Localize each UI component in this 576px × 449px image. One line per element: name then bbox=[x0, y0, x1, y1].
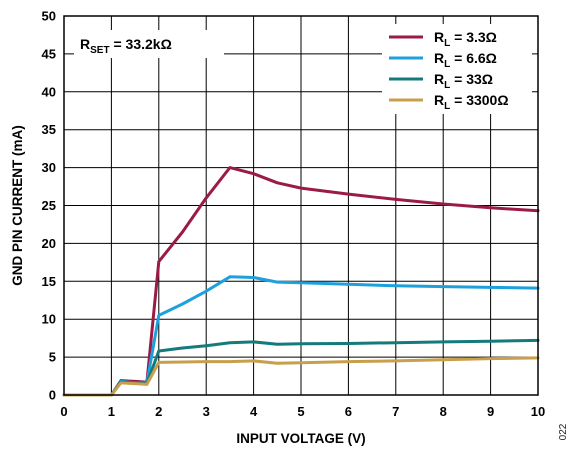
series-line-4 bbox=[62, 356, 540, 397]
legend-label-rest: = 6.6Ω bbox=[450, 50, 497, 66]
x-tick-label: 7 bbox=[392, 404, 399, 419]
y-tick-label: 10 bbox=[42, 312, 56, 327]
x-tick-label: 8 bbox=[440, 404, 447, 419]
y-tick-label: 5 bbox=[49, 350, 56, 365]
y-axis-ticks: 0 5 10 15 20 25 30 35 40 45 50 bbox=[42, 9, 56, 403]
legend-label-rest: = 3.3Ω bbox=[450, 29, 497, 45]
x-tick-label: 4 bbox=[250, 404, 258, 419]
legend-label-main: R bbox=[434, 92, 444, 108]
x-tick-label: 0 bbox=[60, 404, 67, 419]
x-tick-label: 9 bbox=[487, 404, 494, 419]
y-axis-title: GND PIN CURRENT (mA) bbox=[10, 125, 25, 286]
annotation-main: R bbox=[80, 36, 90, 52]
series-lines bbox=[62, 166, 540, 397]
legend-label-rest: = 33Ω bbox=[450, 71, 493, 87]
annotation-subscript: SET bbox=[90, 45, 109, 56]
x-tick-label: 5 bbox=[297, 404, 304, 419]
x-axis-title: INPUT VOLTAGE (V) bbox=[236, 431, 365, 446]
y-tick-label: 30 bbox=[42, 160, 56, 175]
y-tick-label: 45 bbox=[42, 46, 56, 61]
legend-label-main: R bbox=[434, 29, 444, 45]
x-tick-label: 6 bbox=[345, 404, 352, 419]
y-tick-label: 40 bbox=[42, 84, 56, 99]
y-tick-label: 35 bbox=[42, 122, 56, 137]
x-tick-label: 2 bbox=[155, 404, 162, 419]
legend-label-subscript: L bbox=[444, 38, 450, 49]
annotation-rest: = 33.2kΩ bbox=[110, 36, 172, 52]
legend-label-subscript: L bbox=[444, 80, 450, 91]
x-axis-ticks: 0 1 2 3 4 5 6 7 8 9 10 bbox=[60, 404, 545, 419]
legend-label-rest: = 3300Ω bbox=[450, 92, 508, 108]
y-tick-label: 15 bbox=[42, 274, 56, 289]
x-tick-label: 3 bbox=[203, 404, 210, 419]
legend-label-subscript: L bbox=[444, 59, 450, 70]
y-tick-label: 0 bbox=[49, 388, 56, 403]
y-tick-label: 50 bbox=[42, 9, 56, 24]
y-tick-label: 20 bbox=[42, 236, 56, 251]
legend-label-2: RL = 6.6Ω bbox=[434, 50, 497, 70]
legend-label-main: R bbox=[434, 71, 444, 87]
y-tick-label: 25 bbox=[42, 198, 56, 213]
legend-label-subscript: L bbox=[444, 101, 450, 112]
legend-label-3: RL = 33Ω bbox=[434, 71, 493, 91]
figure-number: 022 bbox=[558, 423, 569, 440]
rset-annotation: RSET = 33.2kΩ bbox=[74, 30, 224, 58]
legend-label-1: RL = 3.3Ω bbox=[434, 29, 497, 49]
annotation-text: RSET = 33.2kΩ bbox=[80, 36, 172, 56]
plot-frame bbox=[63, 15, 539, 396]
legend-label-4: RL = 3300Ω bbox=[434, 92, 509, 112]
x-tick-label: 1 bbox=[108, 404, 115, 419]
annotation-background bbox=[74, 30, 224, 58]
legend-label-main: R bbox=[434, 50, 444, 66]
x-tick-label: 10 bbox=[531, 404, 545, 419]
